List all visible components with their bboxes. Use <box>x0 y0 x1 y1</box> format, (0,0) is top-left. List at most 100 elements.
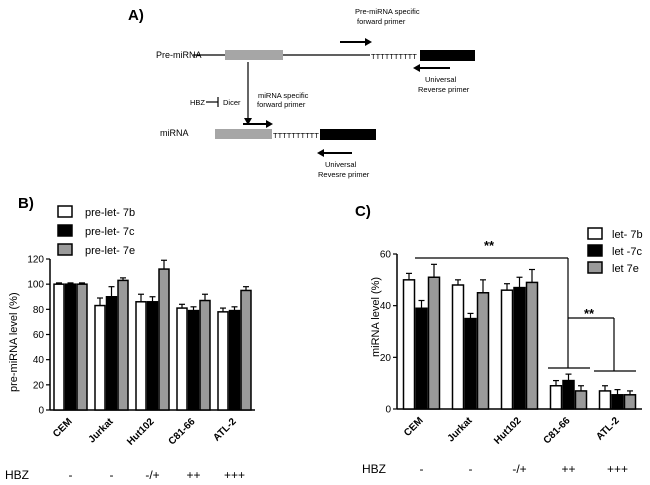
pre-mirna-adapter-block <box>420 50 475 61</box>
mirna-primer-arrowhead <box>266 120 273 128</box>
hbz-left-value-5: +++ <box>224 468 245 482</box>
chart-b-bars <box>53 259 252 411</box>
chart-c-bar-let-7b-c81-66 <box>549 385 563 410</box>
mirna-label: miRNA <box>160 128 189 138</box>
chart-b-bar-pre-let-7c-hut102 <box>146 301 159 411</box>
chart-b-bar-pre-let-7c-cem <box>64 283 77 411</box>
hbz-row-label-right: HBZ <box>362 462 386 476</box>
hbz-row-label-left: HBZ <box>5 468 29 482</box>
mirna-polyt: TTTTTTTTTT <box>273 131 319 140</box>
chart-c-bar-let-7e-atl-2 <box>623 394 637 410</box>
chart-b-bar-pre-let-7c-jurkat <box>105 296 118 411</box>
legend-b-swatch-pre-let-7c <box>57 224 73 237</box>
chart-b-bar-pre-let-7e-atl-2 <box>240 289 252 411</box>
chart-c-category-labels: CEM Jurkat Hut102 C81-66 ATL-2 <box>402 415 622 447</box>
legend-b-label-pre-let-7e: pre-let- 7e <box>85 245 135 257</box>
chart-c-bar-let-7b-cem <box>402 279 416 410</box>
chart-b-bar-pre-let-7b-hut102 <box>135 301 147 411</box>
chart-c-bar-let-7e-cem <box>427 276 441 410</box>
universal-top-label-1: Universal <box>425 75 457 84</box>
universal-bottom-label-1: Universal <box>325 160 357 169</box>
hbz-right-value-1: - <box>420 462 424 476</box>
chart-b-bar-pre-let-7e-hut102 <box>158 268 170 411</box>
legend-b-label-pre-let-7b: pre-let- 7b <box>85 207 135 219</box>
legend-c-label-let-7c: let -7c <box>612 246 642 258</box>
hbz-right-value-5: +++ <box>607 462 628 476</box>
chart-c-bar-let-7c-c81-66 <box>562 379 575 410</box>
pre-mirna-label: Pre-miRNA <box>156 50 202 60</box>
chart-c-ytick-label: 60 <box>380 250 392 261</box>
chart-b-bar-pre-let-7b-atl-2 <box>217 311 229 411</box>
legend-b-label-pre-let-7c: pre-let- 7c <box>85 226 135 238</box>
chart-c-bar-let-7e-jurkat <box>476 292 490 410</box>
chart-b-ytick-label: 60 <box>33 330 45 341</box>
sig-label-second: ** <box>584 306 595 321</box>
chart-b-ylabel: pre-miRNA level (%) <box>8 292 20 392</box>
chart-c-ytick-label: 40 <box>380 301 392 312</box>
legend-c-swatch-let-7e <box>587 261 603 274</box>
chart-b: B) pre-miRNA level (%) 0 20 40 60 80 100 120 C… <box>8 195 255 448</box>
chart-c-tick-labels: 0 20 40 60 <box>380 250 392 416</box>
legend-c-label-let-7e: let 7e <box>612 263 639 275</box>
chart-c: C) miRNA level (%) 0 20 40 60 CEM Jurkat Hut1… <box>355 203 643 447</box>
chart-b-category-label-cem: CEM <box>51 416 75 440</box>
hbz-right-value-4: ++ <box>561 462 575 476</box>
chart-b-category-labels: CEM Jurkat Hut102 C81-66 ATL-2 <box>51 416 239 448</box>
chart-b-legend: pre-let- 7b pre-let- 7c pre-let- 7e <box>57 205 135 257</box>
chart-b-bar-pre-let-7e-jurkat <box>117 279 129 411</box>
hbz-right-value-3: -/+ <box>512 462 526 476</box>
legend-c-label-let-7b: let- 7b <box>612 229 643 241</box>
chart-c-bar-let-7e-c81-66 <box>574 390 588 410</box>
chart-b-bar-pre-let-7e-c81-66 <box>199 299 211 411</box>
mirna-adapter-block <box>320 129 376 140</box>
chart-c-ytick-label: 0 <box>385 405 391 416</box>
chart-b-ytick-label: 40 <box>33 355 45 366</box>
chart-c-bar-let-7c-atl-2 <box>611 394 624 410</box>
legend-c-swatch-let-7c <box>587 244 603 257</box>
chart-c-bar-let-7b-hut102 <box>500 289 514 410</box>
chart-c-category-label-jurkat: Jurkat <box>446 415 475 444</box>
hbz-left-value-4: ++ <box>186 468 200 482</box>
panel-label-a: A) <box>128 7 144 24</box>
hbz-right-value-2: - <box>469 462 473 476</box>
chart-b-ytick-label: 20 <box>33 380 45 391</box>
chart-b-bar-pre-let-7c-atl-2 <box>228 309 241 411</box>
chart-c-bar-let-7b-jurkat <box>451 284 465 410</box>
chart-c-bar-let-7c-jurkat <box>464 317 477 410</box>
chart-c-bar-let-7c-hut102 <box>513 286 526 410</box>
chart-c-bar-let-7b-atl-2 <box>598 390 612 410</box>
mirna-primer-label-2: forward primer <box>257 100 306 109</box>
chart-c-category-label-cem: CEM <box>402 415 426 439</box>
universal-primer-bottom-arrowhead <box>317 149 324 157</box>
chart-b-ytick-label: 100 <box>27 280 44 291</box>
schematic-panel: A) Pre-miRNA TTTTTTTTTT Pre-miRNA specif… <box>128 7 475 179</box>
hbz-row-left: HBZ - - -/+ ++ +++ <box>5 468 245 482</box>
chart-c-bar-let-7e-hut102 <box>525 281 539 410</box>
chart-c-legend: let- 7b let -7c let 7e <box>587 227 643 275</box>
chart-b-category-label-hut102: Hut102 <box>125 416 157 448</box>
chart-b-ytick-label: 120 <box>27 255 44 266</box>
dicer-label: Dicer <box>223 98 241 107</box>
hbz-inhibitor-label: HBZ <box>190 98 205 107</box>
mirna-primer-label-1: miRNA specific <box>258 91 309 100</box>
chart-b-category-label-jurkat: Jurkat <box>87 416 116 445</box>
chart-c-category-label-hut102: Hut102 <box>492 415 524 447</box>
chart-b-bar-pre-let-7c-c81-66 <box>187 309 200 411</box>
chart-b-bar-pre-let-7b-c81-66 <box>176 307 188 411</box>
dicer-arrowhead <box>244 118 252 125</box>
pre-primer-arrowhead <box>365 38 372 46</box>
legend-b-swatch-pre-let-7b <box>57 205 73 218</box>
pre-primer-label-1: Pre-miRNA specific <box>355 7 420 16</box>
chart-b-ytick-label: 80 <box>33 305 45 316</box>
chart-b-tick-labels: 0 20 40 60 80 100 120 <box>27 255 44 417</box>
legend-b-swatch-pre-let-7e <box>57 243 73 256</box>
chart-c-category-label-c81-66: C81-66 <box>542 415 573 446</box>
pre-mirna-mature-region <box>225 50 283 60</box>
chart-c-bars <box>402 263 637 410</box>
universal-top-label-2: Reverse primer <box>418 85 470 94</box>
universal-primer-top-arrowhead <box>413 64 420 72</box>
chart-b-ytick-label: 0 <box>38 406 44 417</box>
hbz-left-value-2: - <box>110 468 114 482</box>
universal-bottom-label-2: Revesre primer <box>318 170 370 179</box>
